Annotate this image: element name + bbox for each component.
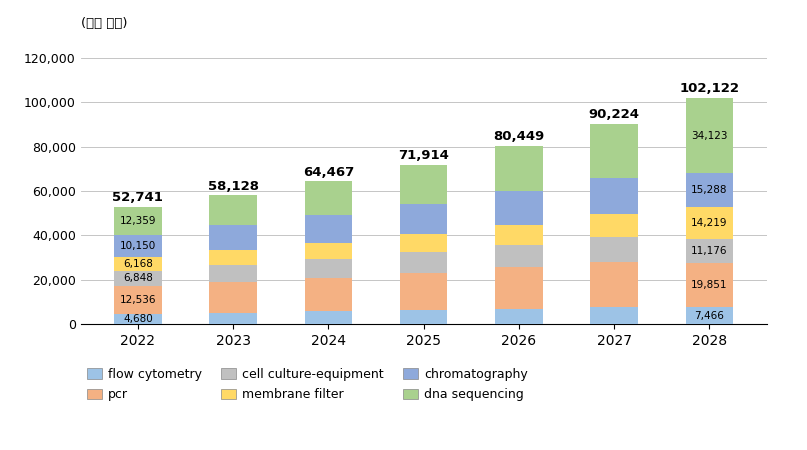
Text: 64,467: 64,467 [303,166,354,179]
Bar [495,267,543,309]
Bar [686,207,734,238]
Bar [495,309,543,324]
Bar [114,257,161,271]
Bar [304,181,352,215]
Text: 12,359: 12,359 [119,216,156,226]
Bar [686,264,734,307]
Text: 4,680: 4,680 [123,314,153,324]
Text: 102,122: 102,122 [679,82,739,95]
Text: 90,224: 90,224 [589,108,640,122]
Bar [686,173,734,207]
Text: 52,741: 52,741 [112,192,163,204]
Text: 58,128: 58,128 [207,180,258,193]
Text: 15,288: 15,288 [692,185,728,195]
Bar [591,178,638,215]
Text: 34,123: 34,123 [692,130,728,140]
Text: 14,219: 14,219 [692,218,728,228]
Bar [399,204,448,234]
Bar [399,165,448,204]
Bar [591,237,638,261]
Bar [399,234,448,252]
Bar [114,286,161,314]
Legend: flow cytometry, pcr, cell culture-equipment, membrane filter, chromatography, dn: flow cytometry, pcr, cell culture-equipm… [87,368,528,401]
Text: 7,466: 7,466 [695,311,725,321]
Text: (백만 달러): (백만 달러) [81,17,128,30]
Bar [114,271,161,286]
Bar [114,207,161,234]
Bar [495,245,543,267]
Bar [209,250,257,265]
Bar [686,98,734,173]
Text: 10,150: 10,150 [119,241,156,251]
Bar [399,273,448,310]
Bar [591,215,638,237]
Text: 6,848: 6,848 [123,273,153,283]
Bar [495,225,543,245]
Bar [304,259,352,278]
Text: 6,168: 6,168 [123,259,153,269]
Bar [495,191,543,225]
Bar [209,265,257,282]
Text: 12,536: 12,536 [119,295,156,305]
Bar [591,307,638,324]
Bar [209,195,257,225]
Bar [209,282,257,313]
Text: 11,176: 11,176 [692,246,728,256]
Bar [686,238,734,264]
Bar [591,124,638,178]
Bar [591,261,638,307]
Text: 71,914: 71,914 [398,149,449,162]
Text: 80,449: 80,449 [493,130,545,143]
Bar [304,215,352,243]
Bar [209,225,257,250]
Bar [304,311,352,324]
Bar [686,307,734,324]
Bar [399,252,448,273]
Bar [209,313,257,324]
Bar [304,278,352,311]
Bar [399,310,448,324]
Bar [114,314,161,324]
Bar [495,146,543,191]
Text: 19,851: 19,851 [692,280,728,290]
Bar [304,243,352,259]
Bar [114,234,161,257]
